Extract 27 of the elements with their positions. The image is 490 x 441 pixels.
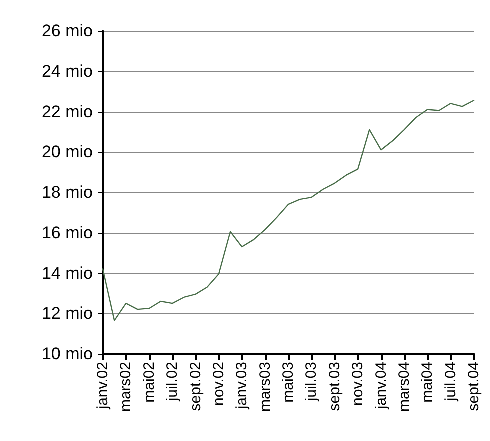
y-tick-label: 18 mio [42, 183, 93, 202]
x-tick-label: sept.04 [466, 362, 482, 412]
y-tick-label: 26 mio [42, 22, 93, 40]
x-tick-label: janv.03 [234, 362, 251, 410]
x-tick-label: nov.02 [210, 362, 228, 406]
x-tick-label: nov.03 [350, 362, 367, 406]
x-tick-label: janv.02 [94, 362, 112, 410]
x-tick-label: juil.04 [442, 362, 460, 402]
x-tick-label: sept.03 [326, 362, 344, 412]
x-tick-label: mai02 [140, 362, 158, 403]
y-tick-label: 20 mio [42, 142, 93, 162]
y-tick-label: 22 mio [42, 102, 93, 122]
x-tick-label: mars04 [396, 362, 413, 412]
x-tick-label: mars02 [118, 362, 135, 412]
line-series [102, 100, 475, 322]
x-tick-label: juil.02 [164, 362, 182, 402]
x-tick-label: mars03 [256, 362, 274, 412]
y-tick-label: 12 mio [42, 304, 93, 324]
y-tick-label: 24 mio [42, 62, 93, 81]
y-tick-label: 16 mio [42, 223, 93, 242]
x-tick-label: janv.04 [372, 362, 390, 410]
x-tick-label: sept.02 [187, 362, 204, 412]
x-tick-label: mai03 [280, 362, 297, 403]
x-tick-label: mai04 [419, 362, 436, 403]
x-tick-label: juil.03 [303, 362, 320, 402]
y-tick-label: 14 mio [42, 264, 93, 283]
y-tick-label: 10 mio [42, 344, 93, 364]
